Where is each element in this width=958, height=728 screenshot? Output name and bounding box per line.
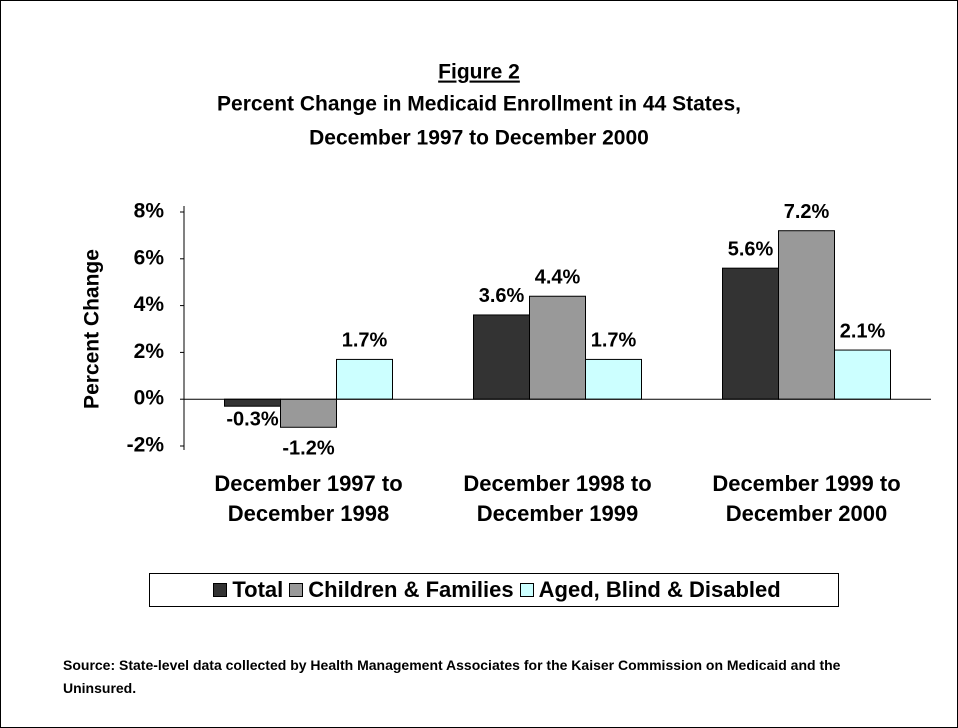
- data-label: 1.7%: [342, 330, 388, 352]
- bar: [722, 267, 779, 400]
- legend-swatch: [289, 583, 304, 597]
- bar: [529, 295, 586, 400]
- data-label: 2.1%: [840, 320, 886, 342]
- legend-swatch: [519, 583, 534, 597]
- chart-subtitle: Percent Change in Medicaid Enrollment in…: [217, 93, 741, 116]
- bar: [280, 398, 337, 428]
- y-tick-label: 6%: [134, 246, 165, 269]
- x-tick-label: December 1998 to December 1999: [463, 471, 652, 526]
- chart-subtitle: December 1997 to December 2000: [309, 127, 649, 150]
- data-label: -1.2%: [282, 438, 334, 460]
- data-label: 4.4%: [535, 267, 581, 289]
- y-tick-label: 0%: [134, 387, 165, 410]
- data-label: 7.2%: [784, 201, 830, 223]
- bar: [473, 314, 530, 400]
- data-label: 5.6%: [728, 238, 774, 260]
- y-tick-label: 2%: [134, 340, 165, 363]
- x-tick-label: December 1999 to December 2000: [712, 471, 901, 526]
- bar: [585, 358, 642, 400]
- legend-label: Aged, Blind & Disabled: [538, 577, 781, 602]
- data-label: 3.6%: [479, 285, 525, 307]
- y-axis-label: Percent Change: [81, 249, 104, 409]
- legend: Total Children & Families Aged, Blind & Di…: [149, 573, 839, 607]
- bar: [224, 398, 281, 407]
- y-tick-label: 4%: [134, 293, 165, 316]
- bar: [336, 358, 393, 400]
- legend-label: Total: [232, 577, 284, 602]
- y-tick-label: -2%: [127, 434, 165, 457]
- x-tick-label: December 1997 to December 1998: [214, 471, 403, 526]
- legend-label: Children & Families: [308, 577, 514, 602]
- legend-swatch: [213, 583, 228, 597]
- data-label: 1.7%: [591, 330, 637, 352]
- data-label: -0.3%: [226, 409, 278, 431]
- chart-title: Figure 2: [438, 61, 520, 84]
- source-note: Source: State-level data collected by He…: [63, 657, 841, 696]
- bar: [834, 349, 891, 400]
- y-tick-label: 8%: [134, 200, 165, 223]
- bar: [778, 230, 835, 400]
